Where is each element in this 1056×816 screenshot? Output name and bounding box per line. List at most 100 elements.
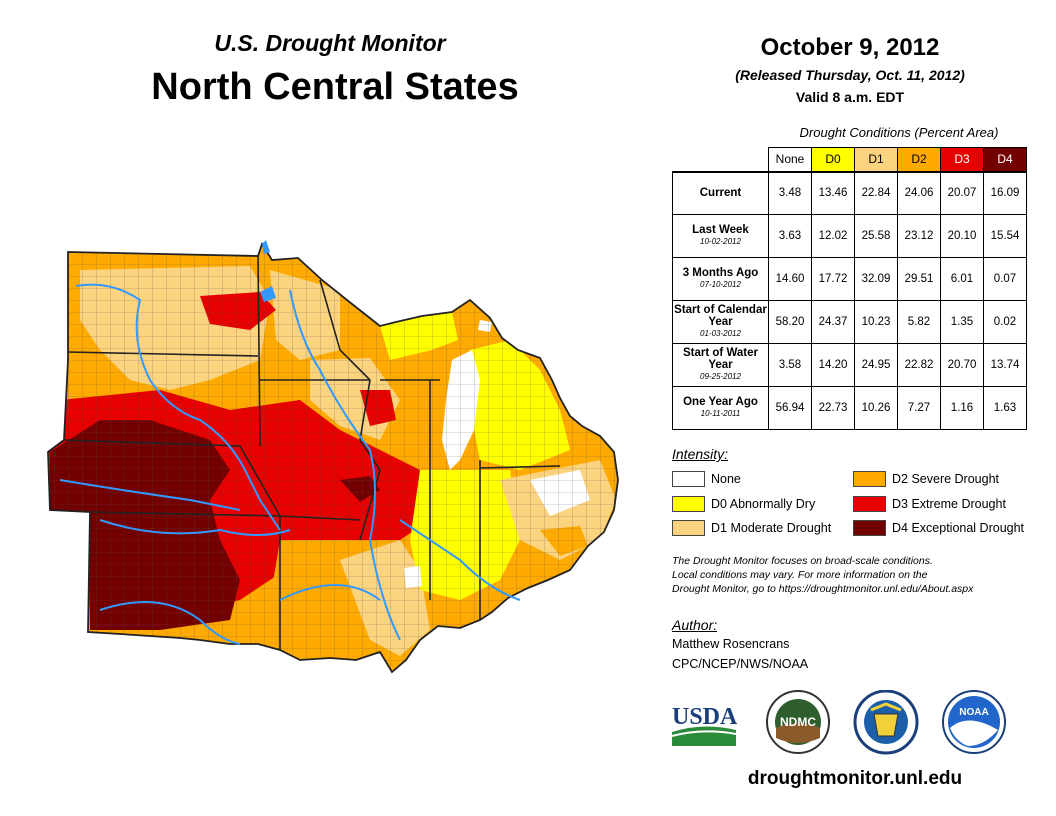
- commerce-seal-logo: [853, 690, 919, 755]
- drought-conditions-table: None D0 D1 D2 D3 D4 Current 3.48 13.46 2…: [672, 147, 1027, 430]
- legend-swatch: [672, 496, 705, 512]
- legend-label: None: [711, 472, 741, 486]
- rivers: [59, 283, 521, 645]
- state-boundaries: [63, 255, 561, 650]
- legend-swatch: [672, 520, 705, 536]
- lake-of-the-woods: [262, 240, 270, 254]
- author-name: Matthew Rosencrans: [672, 637, 790, 651]
- table-row: Current 3.48 13.46 22.84 24.06 20.07 16.…: [672, 170, 1027, 215]
- release-date: (Released Thursday, Oct. 11, 2012): [735, 67, 965, 83]
- row-label: 3 Months Ago 07-10-2012: [672, 257, 769, 301]
- border-ne-ks: [89, 511, 281, 517]
- row-label: Last Week 10-02-2012: [672, 214, 769, 258]
- table-cell: 10.23: [854, 300, 898, 344]
- usda-logo: USDA: [671, 704, 738, 746]
- row-date: 07-10-2012: [700, 280, 741, 289]
- table-cell: 32.09: [854, 257, 898, 301]
- ndmc-logo: NDMC: [766, 690, 830, 754]
- legend-label: D4 Exceptional Drought: [892, 521, 1025, 535]
- table-row: Last Week 10-02-2012 3.63 12.02 25.58 23.…: [672, 214, 1027, 258]
- valid-time: Valid 8 a.m. EDT: [795, 89, 905, 105]
- table-cell: 1.63: [983, 386, 1027, 430]
- noaa-logo-text: NOAA: [959, 707, 988, 718]
- ndmc-logo-land: [776, 723, 820, 743]
- ndmc-logo-text: NDMC: [780, 715, 816, 729]
- table-cell: 24.06: [897, 170, 941, 215]
- lake-red: [260, 286, 276, 302]
- table-cell: 56.94: [768, 386, 812, 430]
- legend-label: D2 Severe Drought: [892, 472, 1000, 486]
- table-cell: 17.72: [811, 257, 855, 301]
- table-cell: 3.63: [768, 214, 812, 258]
- border-sd-ne: [63, 439, 241, 447]
- note-line: Drought Monitor, go to https://droughtmo…: [672, 583, 974, 595]
- author-title: Author:: [672, 617, 718, 633]
- conditions-caption: Drought Conditions (Percent Area): [799, 125, 999, 140]
- map-title: North Central States: [151, 66, 519, 108]
- usda-logo-text: USDA: [672, 704, 738, 730]
- table-cell: 20.07: [940, 170, 984, 215]
- border-dakotas-mn: [257, 255, 261, 447]
- table-cell: 13.46: [811, 170, 855, 215]
- missouri-river: [75, 283, 281, 531]
- table-cell: 13.74: [983, 343, 1027, 387]
- table-cell: 22.84: [854, 170, 898, 215]
- table-cell: 58.20: [768, 300, 812, 344]
- platte-river: [59, 479, 241, 511]
- table-row: Start of Calendar Year 01-03-2012 58.20 2…: [672, 300, 1027, 344]
- table-cell: 15.54: [983, 214, 1027, 258]
- commerce-seal-shield: [873, 713, 899, 737]
- table-cell: 7.27: [897, 386, 941, 430]
- row-label: One Year Ago 10-11-2011: [672, 386, 769, 430]
- border-mi-oh: [479, 465, 561, 469]
- legend-item-d0: D0 Abnormally Dry: [672, 496, 815, 512]
- legend-item-d4: D4 Exceptional Drought: [853, 520, 1024, 536]
- border-ia-mo: [279, 515, 361, 521]
- table-cell: 14.20: [811, 343, 855, 387]
- table-cell: 20.70: [940, 343, 984, 387]
- legend-title: Intensity:: [672, 446, 729, 462]
- table-cell: 10.26: [854, 386, 898, 430]
- row-date: 09-25-2012: [700, 372, 741, 381]
- table-cell: 20.10: [940, 214, 984, 258]
- legend-swatch: [853, 496, 886, 512]
- table-cell: 3.58: [768, 343, 812, 387]
- column-header-none: None: [768, 147, 812, 172]
- footer-url[interactable]: droughtmonitor.unl.edu: [747, 768, 963, 789]
- border-nd-sd: [67, 351, 259, 357]
- missouri-lower-river: [279, 584, 381, 601]
- legend-swatch: [672, 471, 705, 487]
- row-label: Start of Water Year 09-25-2012: [672, 343, 769, 387]
- county-grid: [48, 244, 618, 672]
- table-cell: 24.37: [811, 300, 855, 344]
- note-line: Local conditions may vary. For more info…: [672, 569, 928, 581]
- kansas-river: [99, 519, 291, 536]
- legend-item-none: None: [672, 471, 741, 487]
- table-cell: 0.07: [983, 257, 1027, 301]
- column-header-d1: D1: [854, 147, 898, 172]
- table-cell: 23.12: [897, 214, 941, 258]
- map-subtitle: U.S. Drought Monitor: [214, 30, 446, 56]
- table-cell: 12.02: [811, 214, 855, 258]
- drought-zones: [48, 244, 618, 672]
- table-cell: 6.01: [940, 257, 984, 301]
- mississippi-river: [289, 289, 401, 641]
- legend-label: D1 Moderate Drought: [711, 521, 832, 535]
- table-cell: 16.09: [983, 170, 1027, 215]
- agency-logos: USDA NDMC NOAA: [671, 690, 1006, 755]
- row-date: 10-11-2011: [700, 409, 741, 418]
- valid-date: October 9, 2012: [760, 34, 940, 61]
- usda-logo-field: [672, 726, 736, 746]
- legend-label: D0 Abnormally Dry: [711, 497, 816, 511]
- drought-map: [47, 240, 619, 674]
- table-cell: 29.51: [897, 257, 941, 301]
- legend-label: D3 Extreme Drought: [892, 497, 1006, 511]
- noaa-logo-wave: [950, 720, 998, 746]
- table-cell: 14.60: [768, 257, 812, 301]
- table-corner: [673, 148, 769, 172]
- table-cell: 24.95: [854, 343, 898, 387]
- column-header-d2: D2: [897, 147, 941, 172]
- legend-swatch: [853, 471, 886, 487]
- legend-item-d2: D2 Severe Drought: [853, 471, 999, 487]
- arkansas-river: [99, 601, 241, 645]
